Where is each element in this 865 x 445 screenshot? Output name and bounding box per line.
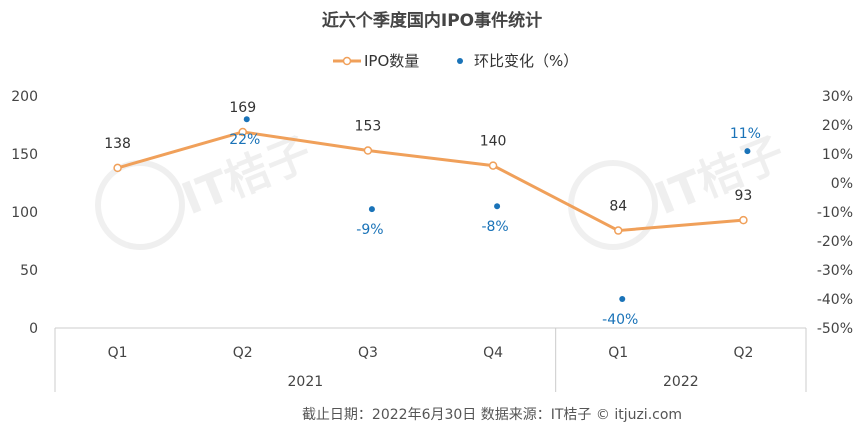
qoq-change-point [494,203,501,210]
y-right-tick-label: 10% [822,147,853,163]
watermark-text-right: IT桔子 [648,128,792,226]
ipo-count-point [614,226,623,235]
x-group-label: 2022 [663,374,699,390]
x-tick-label: Q3 [358,345,378,361]
legend-scatter-marker [457,58,463,64]
y-right-tick-label: 20% [822,118,853,134]
legend-label-ipo-count: IPO数量 [364,52,419,70]
watermark-logo-left [95,160,185,250]
ipo-count-point [238,127,247,137]
x-tick-label: Q1 [608,345,628,361]
qoq-change-point [243,116,250,123]
y-left-tick-label: 200 [11,89,38,105]
ipo-count-line [117,130,744,233]
x-tick-label: Q2 [733,345,753,361]
x-tick-label: Q1 [108,345,128,361]
y-left-tick-label: 150 [11,147,38,163]
qoq-change-label: 22% [229,132,260,148]
ipo-count-point [739,215,748,225]
y-left-tick-label: 50 [20,263,38,279]
watermark: IT桔子 IT桔子 [95,128,792,250]
y-right-tick-label: -40% [817,292,853,308]
x-group-label: 2021 [288,374,324,390]
legend: IPO数量 环比变化（%） [333,52,578,70]
qoq-change-point [619,296,626,302]
qoq-change-label: -40% [602,312,638,328]
y-right-tick-label: -10% [817,205,853,221]
ipo-count-label: 140 [480,134,507,150]
qoq-change-point [744,148,751,155]
y-right-tick-label: -30% [817,263,853,279]
y-right-tick-label: 0% [831,176,853,192]
y-left-tick-label: 100 [11,205,38,221]
ipo-count-point [113,163,122,173]
qoq-change-point [368,206,375,213]
ipo-count-point [488,161,498,170]
ipo-count-label: 169 [229,100,256,116]
x-tick-label: Q2 [233,345,253,361]
ipo-count-label: 153 [355,119,382,135]
y-right-tick-label: 30% [822,89,853,105]
chart-title: 近六个季度国内IPO事件统计 [322,10,542,31]
source-note: 截止日期：2022年6月30日 数据来源：IT桔子 © itjuzi.com [302,407,682,423]
legend-label-qoq-change: 环比变化（%） [474,52,578,70]
y-left-tick-label: 0 [29,321,38,337]
x-tick-label: Q4 [483,345,503,361]
legend-line-marker [342,56,352,66]
qoq-change-label: -9% [356,222,383,238]
y-right-tick-label: -50% [817,321,853,337]
qoq-change-label: -8% [481,219,508,235]
ipo-count-label: 93 [735,188,753,204]
ipo-count-label: 84 [609,199,627,215]
ipo-count-point [363,146,373,155]
ipo-count-label: 138 [104,136,131,152]
qoq-change-label: 11% [730,126,761,142]
y-right-tick-label: -20% [817,234,853,250]
